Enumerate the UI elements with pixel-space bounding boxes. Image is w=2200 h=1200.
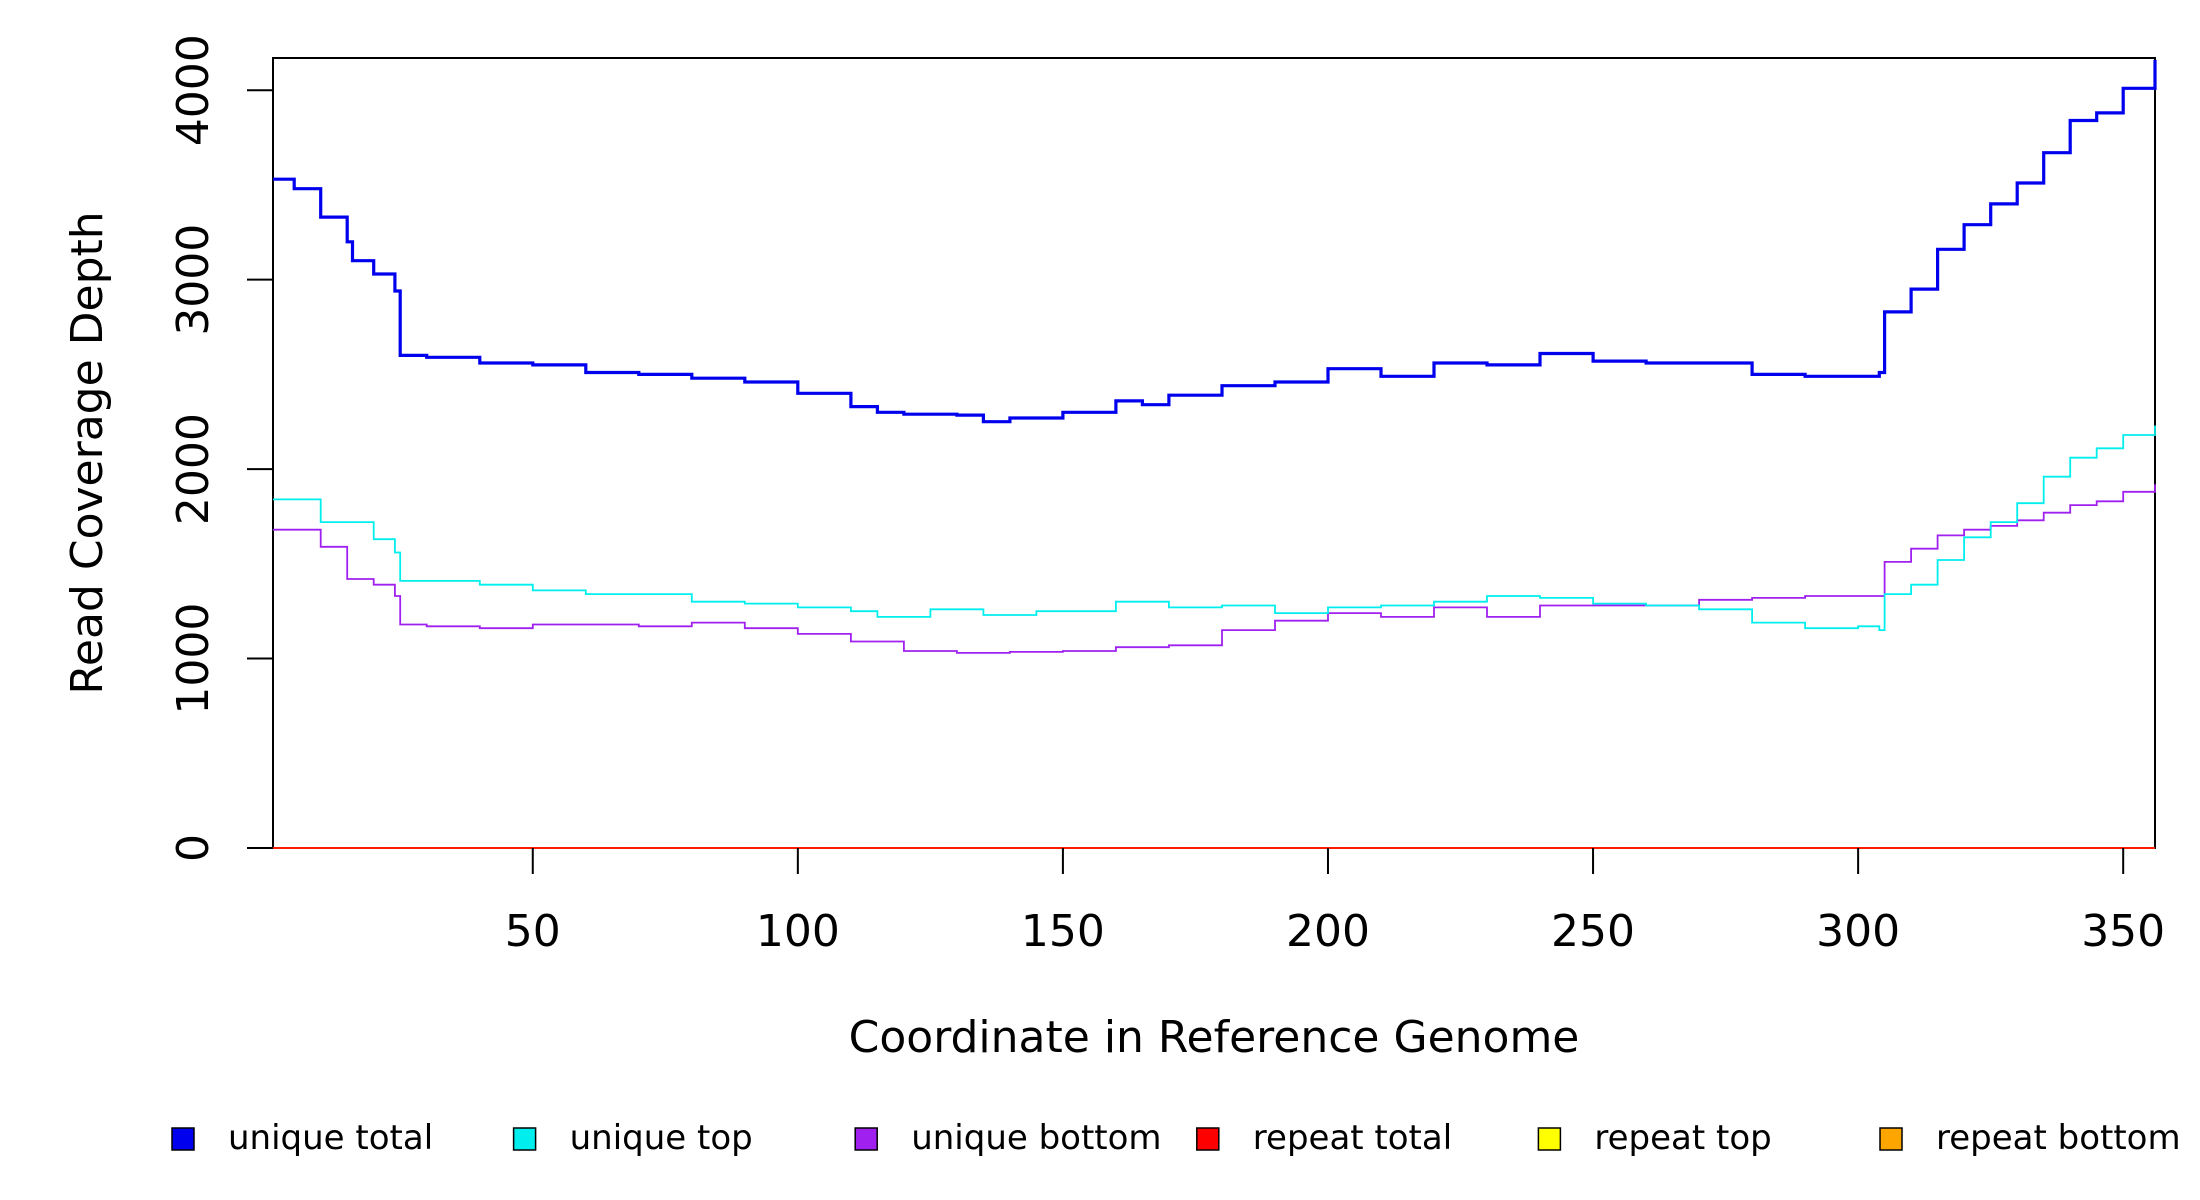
series-line-unique-top (273, 425, 2156, 631)
legend-label: unique total (228, 1118, 433, 1158)
x-tick-label: 350 (2081, 906, 2165, 957)
legend-label: repeat total (1253, 1118, 1452, 1158)
legend-swatch (512, 1127, 537, 1151)
legend-label: unique top (570, 1118, 753, 1158)
y-tick-label: 4000 (168, 34, 219, 146)
legend-swatch (171, 1127, 195, 1151)
x-tick-label: 50 (505, 906, 561, 957)
plot-frame (272, 57, 2156, 849)
series-line-unique-total (273, 59, 2157, 424)
series-layer (273, 59, 2157, 849)
legend-swatch (1196, 1127, 1220, 1151)
legend-label: repeat top (1594, 1118, 1771, 1158)
legend-swatch (1879, 1127, 1903, 1151)
x-tick-label: 200 (1286, 906, 1370, 957)
x-tick-label: 250 (1551, 906, 1635, 957)
legend-label: unique bottom (911, 1118, 1161, 1158)
y-axis-title: Read Coverage Depth (62, 211, 113, 694)
y-tick-label: 1000 (168, 603, 219, 715)
x-axis-title: Coordinate in Reference Genome (849, 1012, 1580, 1063)
x-tick-label: 300 (1816, 906, 1900, 957)
x-tick-label: 150 (1021, 906, 1105, 957)
x-tick-label: 100 (756, 906, 840, 957)
y-tick-label: 2000 (168, 413, 219, 525)
legend-swatch (854, 1127, 878, 1151)
legend-swatch (1537, 1127, 1562, 1151)
series-line-unique-bottom (273, 484, 2156, 654)
legend: unique total unique top unique bottom repea… (171, 1118, 2181, 1158)
legend-label: repeat bottom (1936, 1118, 2181, 1158)
y-tick-label: 0 (168, 834, 219, 862)
x-axis: 50 100 150 200 250 300 350 (505, 848, 2165, 957)
y-axis: 0 1000 2000 3000 4000 (168, 34, 273, 862)
y-tick-label: 3000 (168, 224, 219, 336)
